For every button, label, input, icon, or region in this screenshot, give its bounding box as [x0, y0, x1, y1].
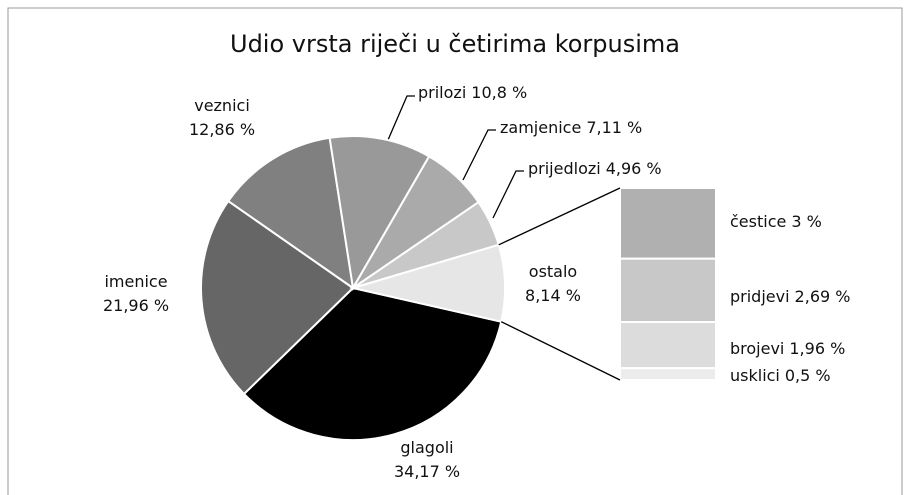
- value-label: 1,96 %: [789, 339, 845, 358]
- bar-segment: [619, 257, 717, 324]
- leader-line: [387, 95, 415, 141]
- pie-slice: [242, 286, 503, 441]
- slice-label: zamjenice 7,11 %: [500, 118, 642, 137]
- category-name: usklici: [730, 366, 780, 385]
- value-label: 12,86 %: [189, 120, 255, 139]
- value-label: 34,17 %: [394, 462, 460, 481]
- leader-line: [492, 170, 524, 219]
- connector: [498, 187, 621, 246]
- slice-label: prijedlozi 4,96 %: [528, 159, 662, 178]
- category-name: veznici: [194, 96, 250, 115]
- category-name: zamjenice: [500, 118, 581, 137]
- value-label: 4,96 %: [606, 159, 662, 178]
- value-label: 8,14 %: [525, 286, 581, 305]
- category-name: prilozi: [418, 83, 466, 102]
- category-name: brojevi: [730, 339, 784, 358]
- pie-slice: [349, 243, 506, 323]
- bar-segment: [619, 187, 717, 260]
- value-label: 7,11 %: [586, 118, 642, 137]
- connector: [500, 321, 621, 381]
- slice-label: glagoli 34,17 %: [394, 438, 460, 481]
- value-label: 0,5 %: [785, 366, 831, 385]
- bar-segment: [619, 321, 717, 370]
- leader-line: [462, 129, 496, 181]
- leader-lines: [387, 95, 524, 219]
- slice-label: veznici 12,86 %: [189, 96, 255, 139]
- category-name: prijedlozi: [528, 159, 601, 178]
- category-name: glagoli: [400, 438, 453, 457]
- value-label: 21,96 %: [103, 296, 169, 315]
- pie-slice: [226, 136, 355, 291]
- slice-label: prilozi 10,8 %: [418, 83, 527, 102]
- value-label: 2,69 %: [795, 287, 851, 306]
- slice-label: imenice 21,96 %: [103, 272, 169, 315]
- category-name: imenice: [104, 272, 167, 291]
- value-label: 3 %: [791, 212, 821, 231]
- category-name: čestice: [730, 212, 786, 231]
- pie-slice: [328, 135, 431, 291]
- bar-segment: [619, 367, 717, 381]
- bar-label: usklici 0,5 %: [730, 366, 831, 385]
- chart-title: Udio vrsta riječi u četirima korpusima: [230, 30, 680, 58]
- category-name: pridjevi: [730, 287, 790, 306]
- bar-label: čestice 3 %: [730, 212, 822, 231]
- slice-label: ostalo 8,14 %: [525, 262, 581, 305]
- category-name: ostalo: [529, 262, 577, 281]
- bar-label: brojevi 1,96 %: [730, 339, 845, 358]
- bar-label: pridjevi 2,69 %: [730, 287, 850, 306]
- pie-slice: [200, 199, 355, 396]
- frame: [7, 7, 903, 495]
- value-label: 10,8 %: [471, 83, 527, 102]
